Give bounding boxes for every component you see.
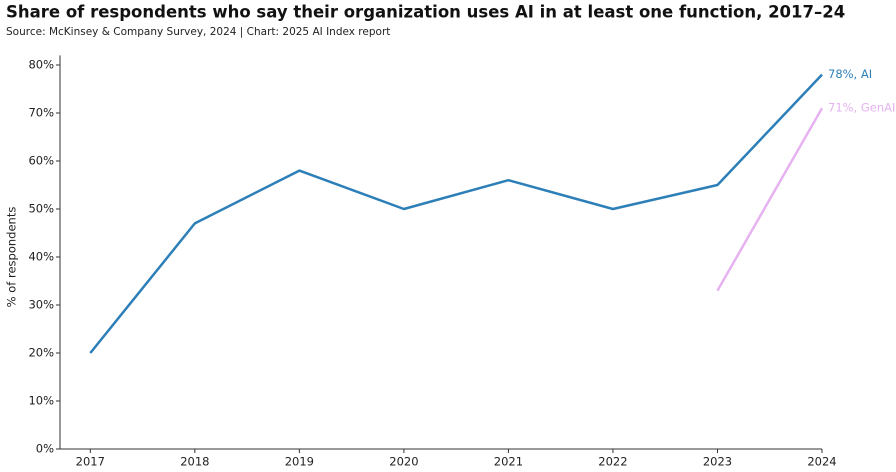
y-tick-label: 70% (28, 106, 54, 120)
y-tick-label: 60% (28, 154, 54, 168)
x-tick-label: 2023 (703, 455, 732, 469)
x-tick-label: 2020 (389, 455, 418, 469)
x-tick-label: 2021 (494, 455, 523, 469)
value-label: 78%, AI (828, 67, 872, 81)
y-tick-label: 30% (28, 298, 54, 312)
y-axis-label: % of respondents (5, 207, 19, 308)
value-label: 71%, GenAI (828, 101, 895, 115)
chart-title: Share of respondents who say their organ… (6, 3, 845, 22)
y-tick-label: 50% (28, 202, 54, 216)
x-tick-label: 2022 (598, 455, 627, 469)
y-tick-label: 80% (28, 58, 54, 72)
x-tick-label: 2017 (76, 455, 105, 469)
y-tick-label: 40% (28, 250, 54, 264)
line-series (716, 107, 824, 292)
x-tick-label: 2018 (180, 455, 209, 469)
y-tick-label: 0% (36, 442, 54, 456)
y-tick-label: 10% (28, 394, 54, 408)
line-series (89, 73, 823, 354)
x-tick-label: 2019 (285, 455, 314, 469)
y-tick-label: 20% (28, 346, 54, 360)
x-tick-label: 2024 (807, 455, 836, 469)
chart-subtitle: Source: McKinsey & Company Survey, 2024 … (6, 26, 390, 38)
